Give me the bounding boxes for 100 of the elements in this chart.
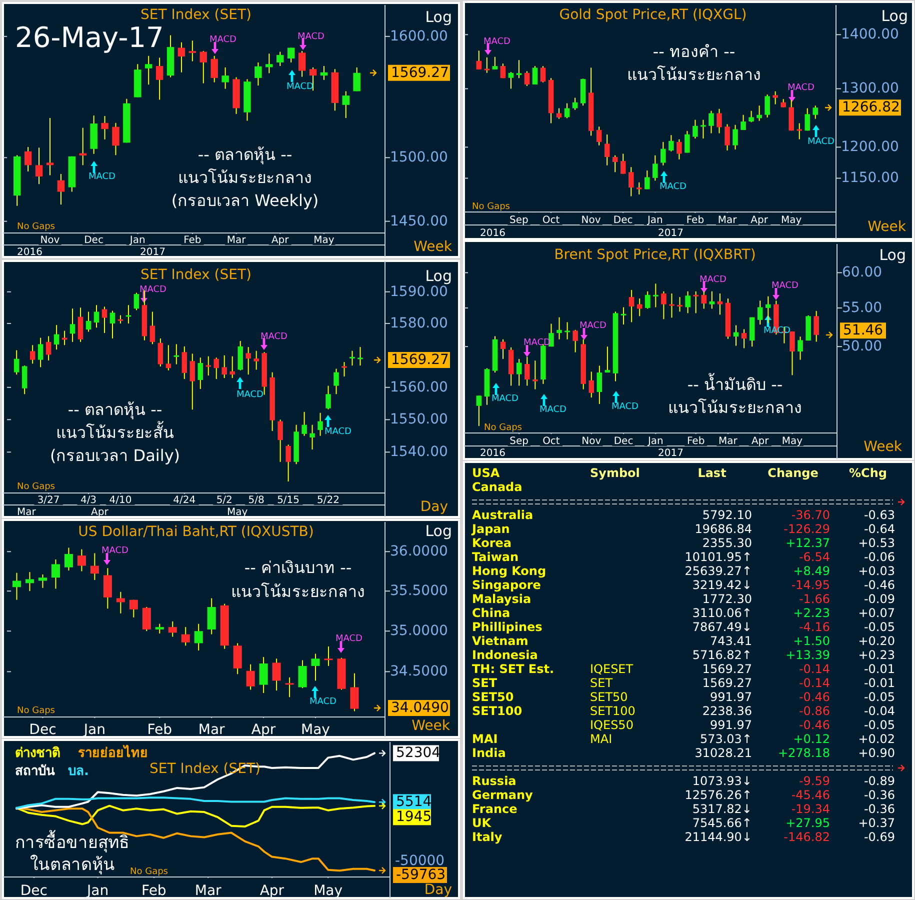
- x-tick-label: 5/22: [317, 495, 340, 506]
- candlestick: [266, 53, 273, 74]
- annotation: การซื้อขายสุทธิ: [15, 830, 129, 853]
- candlestick: [178, 42, 186, 73]
- x-tick-label: May: [782, 436, 803, 447]
- candlestick: [556, 108, 562, 120]
- annotation: No Gaps: [130, 867, 168, 877]
- candlestick: [350, 350, 355, 366]
- annotation: MACD: [324, 427, 352, 437]
- text: +0.37: [858, 816, 895, 830]
- y-tick-label: 36.0000: [390, 544, 448, 560]
- candlestick: [142, 606, 151, 632]
- text: Apr: [91, 507, 110, 518]
- x-tick-label: Sep: [510, 215, 528, 226]
- category-label: Malaysia: [472, 592, 532, 606]
- x-tick-label: Feb: [184, 235, 202, 246]
- x-tick-label: 3/27: [37, 495, 60, 506]
- text: +278.18: [778, 746, 830, 760]
- x-tick-label: 4/3: [80, 495, 97, 506]
- text: 1569.27: [702, 676, 752, 690]
- category-label: Russia: [472, 774, 516, 788]
- text: -0.14: [798, 676, 830, 690]
- category-label: Korea: [472, 536, 512, 550]
- text: 1073.93↓: [692, 774, 752, 788]
- candlestick: [14, 350, 20, 376]
- candlestick: [741, 328, 747, 349]
- candlestick: [101, 116, 108, 140]
- annotation: แนวโน้มระยะกลาง: [627, 65, 761, 84]
- chart-title: US Dollar/Thai Baht,RT (IQXUSTB): [78, 524, 314, 540]
- x-tick-label: 5/2: [216, 495, 232, 506]
- candlestick: [79, 127, 86, 166]
- text: Week: [868, 219, 907, 235]
- text: May: [227, 507, 248, 518]
- text: 1569.27: [391, 352, 449, 368]
- data-label: -59763: [396, 867, 446, 883]
- candlestick: [796, 122, 802, 140]
- annotation: (กรอบเวลา Daily): [50, 446, 180, 465]
- candlestick: [342, 362, 347, 377]
- annotation: -- ค่าเงินบาท --: [244, 558, 352, 577]
- text: -50000: [395, 853, 445, 869]
- text: +8.49: [793, 564, 830, 578]
- text: -0.01: [864, 662, 895, 676]
- candlestick: [230, 356, 235, 379]
- y-tick-label: 1560.00: [390, 379, 448, 396]
- x-tick-label: Mar: [718, 436, 738, 447]
- category-label: %Chg: [849, 466, 887, 480]
- candlestick: [272, 658, 281, 692]
- candlestick: [116, 591, 125, 614]
- text: ต่างชาติ: [15, 746, 60, 761]
- category-label: USA: [472, 466, 500, 480]
- text: +1.50: [793, 634, 830, 648]
- y-tick-label: 1590.00: [390, 284, 448, 300]
- candlestick: [326, 385, 331, 410]
- annotation: MACD: [102, 546, 129, 556]
- candlestick: [77, 548, 86, 572]
- candlestick: [604, 346, 610, 374]
- candlestick: [724, 124, 730, 151]
- text: Day: [424, 882, 452, 898]
- candlestick: [24, 146, 32, 172]
- text: +0.03: [858, 564, 895, 578]
- text: +0.23: [858, 648, 895, 662]
- category-label: Germany: [472, 788, 533, 802]
- text: Log: [425, 8, 452, 26]
- candlestick: [254, 350, 259, 370]
- x-tick-label: Mar: [194, 883, 222, 899]
- candlestick: [166, 344, 172, 371]
- candlestick: [112, 122, 120, 156]
- category-label: UK: [472, 816, 492, 830]
- x-tick-label: Jan: [86, 883, 109, 899]
- candlestick: [476, 395, 482, 427]
- candlestick: [246, 664, 255, 690]
- candlestick: [285, 676, 294, 698]
- text: +12.37: [786, 536, 830, 550]
- candlestick: [772, 90, 778, 105]
- chart-title: Gold Spot Price,RT (IQXGL): [559, 7, 747, 23]
- text: -0.46: [864, 578, 895, 592]
- candlestick: [259, 656, 268, 694]
- text: +27.95: [786, 816, 830, 830]
- candlestick: [748, 110, 754, 123]
- annotation: MACD: [492, 394, 519, 404]
- text: -0.89: [864, 774, 895, 788]
- candlestick: [685, 290, 690, 314]
- annotation: MACD: [540, 405, 567, 415]
- candlestick: [298, 660, 307, 689]
- text: -45.46: [791, 788, 830, 802]
- text: 5792.10: [702, 508, 752, 522]
- candlestick: [222, 354, 228, 379]
- candlestick: [182, 346, 188, 380]
- candlestick: [628, 166, 634, 197]
- text: Log: [425, 267, 452, 285]
- candlestick: [644, 170, 650, 190]
- text: +0.12: [793, 732, 830, 746]
- text: -0.05: [864, 620, 895, 634]
- data-label: 5514: [396, 794, 432, 810]
- candlestick: [94, 304, 100, 328]
- candlestick: [756, 105, 762, 122]
- candlestick: [254, 62, 262, 86]
- category-label: Change: [768, 466, 818, 480]
- category-label: Indonesia: [472, 648, 538, 662]
- candlestick: [516, 60, 522, 79]
